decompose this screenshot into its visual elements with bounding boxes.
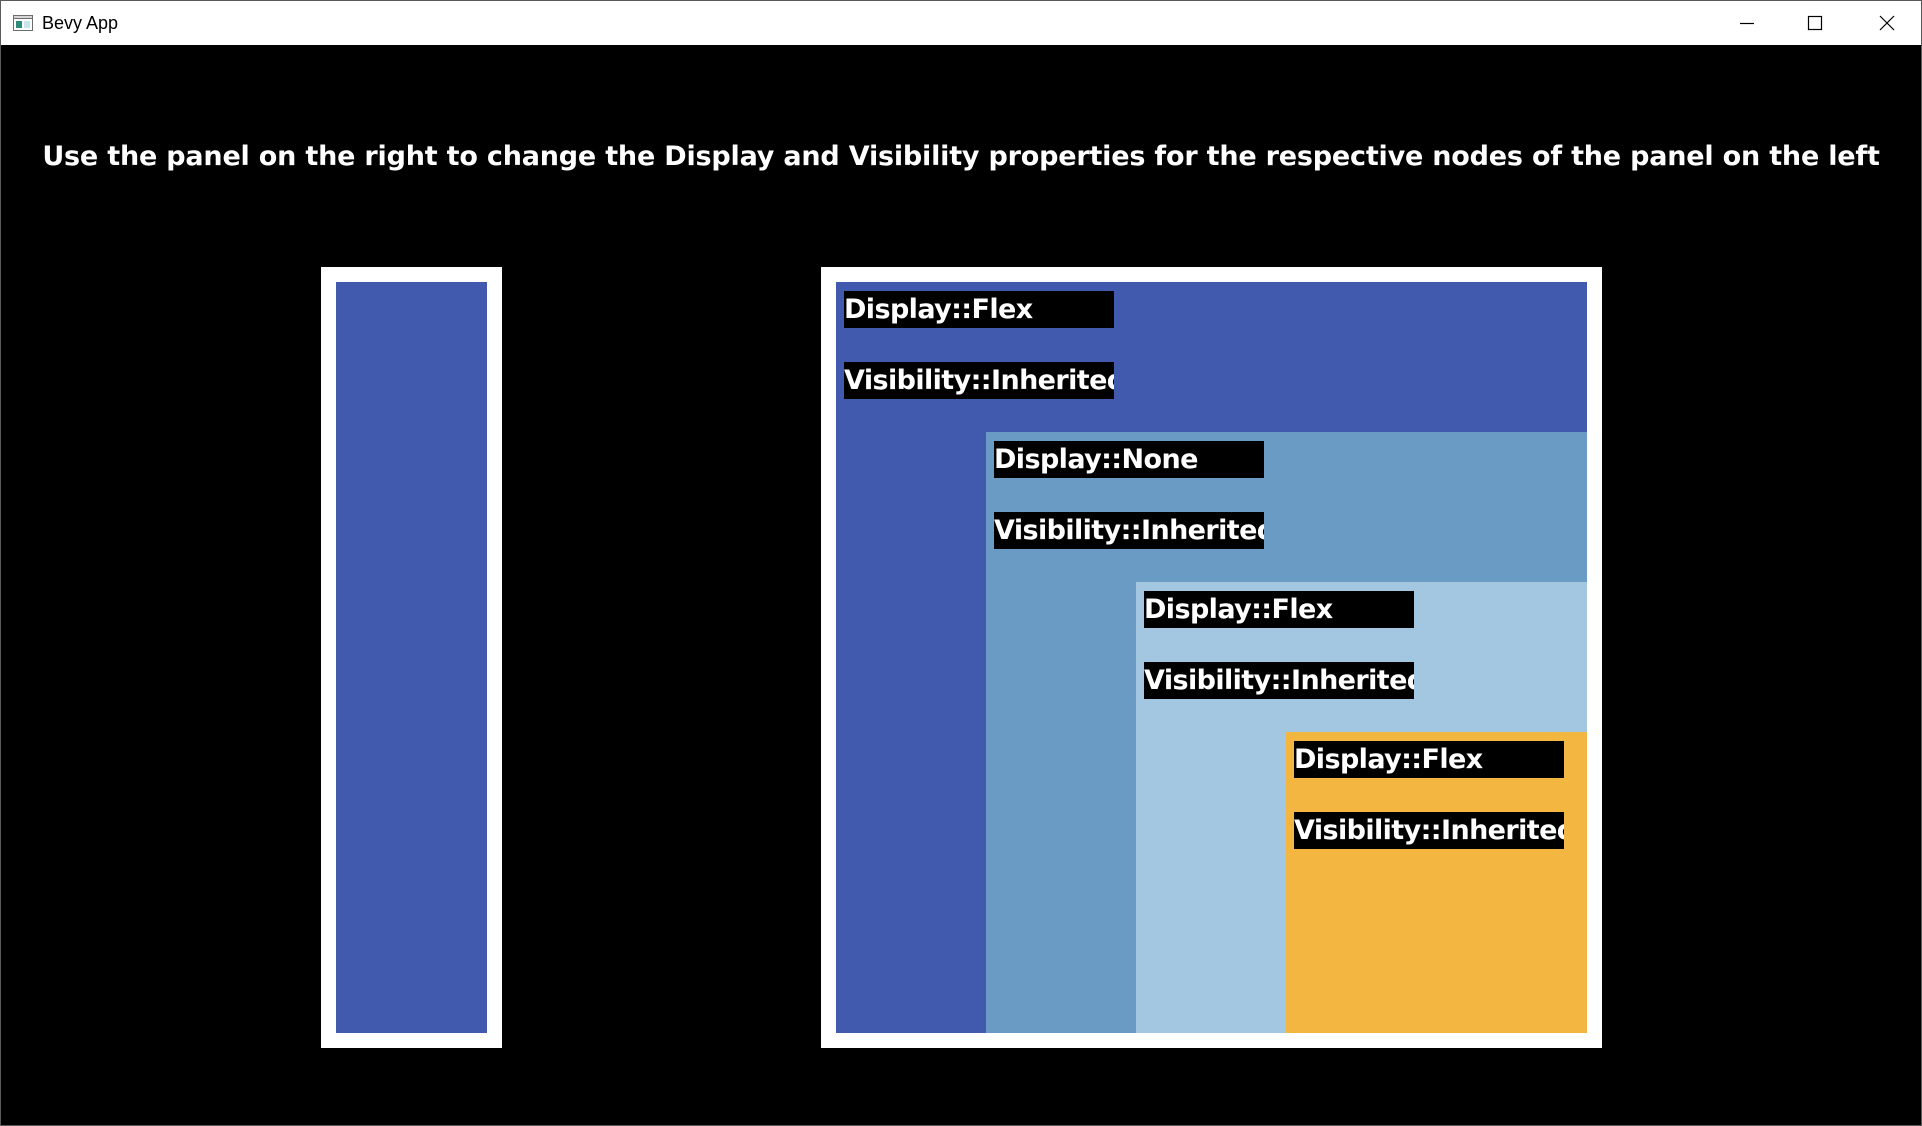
maximize-icon: [1807, 15, 1823, 31]
target-panel: [321, 267, 502, 1048]
target-node-root: [336, 282, 487, 1033]
visibility-toggle-0[interactable]: Visibility::Inherited: [844, 362, 1114, 399]
control-node-0: Display::Flex Visibility::Inherited Disp…: [836, 282, 1587, 1033]
visibility-toggle-2[interactable]: Visibility::Inherited: [1144, 662, 1414, 699]
control-panel: Display::Flex Visibility::Inherited Disp…: [821, 267, 1602, 1048]
control-node-1: Display::None Visibility::Inherited Disp…: [986, 432, 1587, 1033]
visibility-toggle-1[interactable]: Visibility::Inherited: [994, 512, 1264, 549]
app-icon: [13, 15, 33, 31]
instruction-heading: Use the panel on the right to change the…: [42, 141, 1880, 172]
maximize-button[interactable]: [1781, 1, 1849, 45]
title-bar[interactable]: Bevy App: [1, 1, 1921, 45]
display-toggle-3[interactable]: Display::Flex: [1294, 741, 1564, 778]
display-toggle-0[interactable]: Display::Flex: [844, 291, 1114, 328]
control-node-2: Display::Flex Visibility::Inherited Disp…: [1136, 582, 1587, 1033]
close-icon: [1879, 15, 1895, 31]
display-toggle-2[interactable]: Display::Flex: [1144, 591, 1414, 628]
control-node-3: Display::Flex Visibility::Inherited: [1286, 732, 1587, 1033]
close-button[interactable]: [1853, 1, 1921, 45]
visibility-toggle-3[interactable]: Visibility::Inherited: [1294, 812, 1564, 849]
window-title: Bevy App: [42, 13, 119, 33]
minimize-icon: [1740, 22, 1754, 25]
minimize-button[interactable]: [1713, 1, 1781, 45]
display-toggle-1[interactable]: Display::None: [994, 441, 1264, 478]
